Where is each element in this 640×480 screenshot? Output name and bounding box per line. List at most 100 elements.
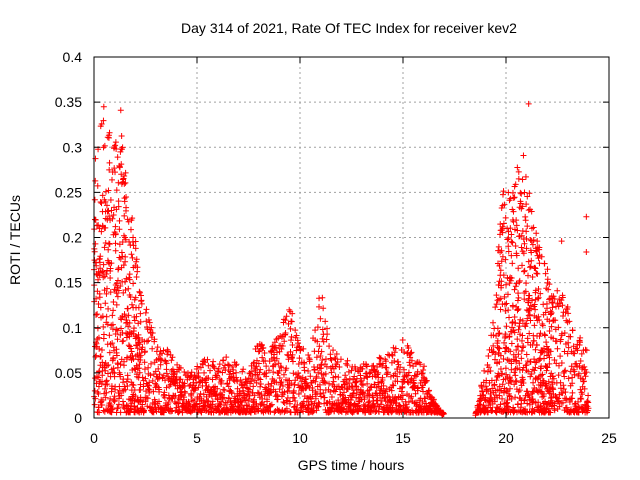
data-point [498, 247, 505, 254]
y-tick-label: 0.35 [55, 94, 82, 110]
data-point [491, 381, 498, 388]
data-point [122, 286, 129, 293]
data-point [518, 190, 525, 197]
data-point [565, 339, 572, 346]
data-point [132, 294, 139, 301]
data-point [106, 129, 113, 136]
data-point [137, 386, 144, 393]
data-point [122, 179, 129, 186]
data-point [515, 175, 522, 182]
data-point [282, 317, 289, 324]
data-point [552, 317, 559, 324]
data-point [509, 189, 516, 196]
data-point [227, 387, 234, 394]
data-point [148, 324, 155, 331]
data-point [505, 248, 512, 255]
data-point [141, 366, 148, 373]
data-point [499, 370, 506, 377]
data-point [272, 361, 279, 368]
data-point [364, 380, 371, 387]
data-point [96, 345, 103, 352]
data-point [280, 371, 287, 378]
data-point [312, 327, 319, 334]
data-point [542, 270, 549, 277]
data-point [498, 258, 505, 265]
data-point [98, 346, 105, 353]
data-point [295, 390, 302, 397]
data-point [99, 268, 106, 275]
data-point [514, 164, 521, 171]
data-point [160, 372, 167, 379]
data-point [493, 377, 500, 384]
data-point [141, 348, 148, 355]
data-point [121, 212, 128, 219]
data-point [506, 406, 513, 413]
data-point [578, 396, 585, 403]
data-point [496, 345, 503, 352]
data-point [255, 360, 262, 367]
data-point [146, 386, 153, 393]
chart-title: Day 314 of 2021, Rate Of TEC Index for r… [181, 20, 517, 36]
data-point [516, 279, 523, 286]
data-point [380, 382, 387, 389]
data-point [136, 289, 143, 296]
data-point [116, 217, 123, 224]
data-point [103, 313, 110, 320]
data-point [556, 403, 563, 410]
data-point [345, 368, 352, 375]
data-point [480, 402, 487, 409]
data-point [577, 395, 584, 402]
data-point [554, 345, 561, 352]
data-point [389, 404, 396, 411]
data-point [157, 356, 164, 363]
data-point [249, 372, 256, 379]
data-point [503, 281, 510, 288]
data-point [285, 356, 292, 363]
data-point [163, 370, 170, 377]
data-point [560, 382, 567, 389]
data-point [483, 386, 490, 393]
data-point [280, 316, 287, 323]
data-point [511, 381, 518, 388]
data-point [117, 283, 124, 290]
data-point [508, 395, 515, 402]
data-point [116, 163, 123, 170]
x-tick-labels: 0 5 10 15 20 25 [90, 430, 617, 446]
data-point [423, 377, 430, 384]
data-point [121, 358, 128, 365]
data-point [569, 380, 576, 387]
data-point [559, 390, 566, 397]
data-point [555, 303, 562, 310]
data-point [535, 294, 542, 301]
data-point [405, 369, 412, 376]
data-point [389, 352, 396, 359]
data-point [532, 265, 539, 272]
data-point [163, 360, 170, 367]
data-point [478, 395, 485, 402]
data-point [92, 395, 99, 402]
data-point [160, 347, 167, 354]
data-point [258, 391, 265, 398]
data-point [322, 356, 329, 363]
data-point [508, 360, 515, 367]
data-point [515, 265, 522, 272]
data-point [268, 401, 275, 408]
data-point [96, 294, 103, 301]
data-point [257, 376, 264, 383]
data-point [523, 201, 530, 208]
data-point [128, 251, 135, 258]
x-tick-label: 25 [601, 430, 617, 446]
data-point [103, 202, 110, 209]
data-point [107, 275, 114, 282]
data-point [210, 363, 217, 370]
data-point [502, 365, 509, 372]
data-point [530, 224, 537, 231]
data-point [201, 359, 208, 366]
data-point [525, 368, 532, 375]
data-point [108, 383, 115, 390]
data-point [499, 395, 506, 402]
data-point [502, 214, 509, 221]
data-point [524, 223, 531, 230]
data-point [561, 348, 568, 355]
data-point [346, 375, 353, 382]
